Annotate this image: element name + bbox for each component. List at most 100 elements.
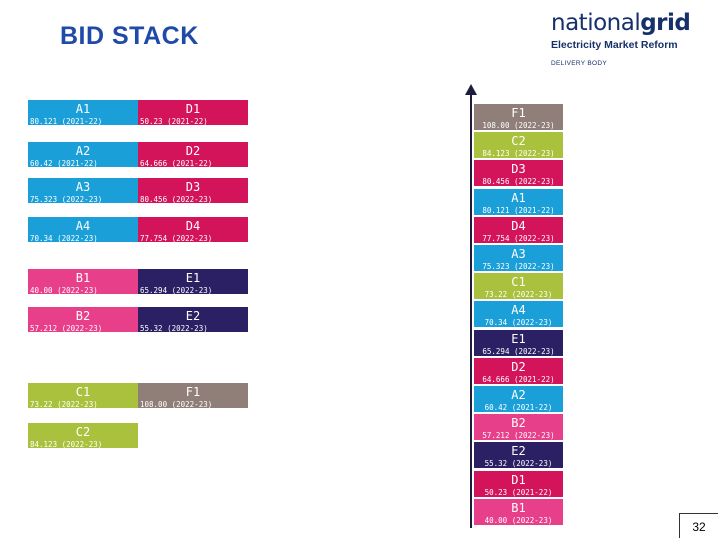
- bid-block-label: A3: [75, 180, 91, 194]
- bid-block-value: 57.212 (2022-23): [30, 324, 103, 333]
- stack-block-label: E2: [511, 444, 526, 459]
- bid-block-label: D3: [185, 180, 201, 194]
- stack-block-label: B2: [511, 416, 526, 431]
- bid-block-value: 80.121 (2021-22): [30, 117, 103, 126]
- stack-block-value: 40.00 (2022-23): [484, 515, 553, 525]
- bid-block-label: A4: [75, 219, 91, 233]
- stack-block-value: 65.294 (2022-23): [482, 346, 555, 356]
- bid-block-d3: D3 80.456 (2022-23): [138, 178, 248, 204]
- stack-block-value: 80.121 (2021-22): [482, 205, 555, 215]
- stack-block-a3: A3 75.323 (2022-23): [474, 245, 563, 271]
- stack-block-f1: F1 108.00 (2022-23): [474, 104, 563, 130]
- page-title: BID STACK: [60, 22, 199, 50]
- stack-block-d4: D4 77.754 (2022-23): [474, 216, 563, 243]
- bid-block-d1: D1 50.23 (2021-22): [138, 100, 248, 126]
- logo-brand-regular: national: [551, 10, 641, 36]
- stack-block-b2: B2 57.212 (2022-23): [474, 414, 563, 441]
- stack-block-d3: D3 80.456 (2022-23): [474, 160, 563, 187]
- bid-block-label: D2: [185, 144, 201, 158]
- stack-block-c1: C1 73.22 (2022-23): [474, 273, 563, 300]
- bid-block-value: 80.456 (2022-23): [140, 195, 213, 204]
- bid-block-value: 70.34 (2022-23): [30, 234, 98, 243]
- stack-block-label: D3: [511, 162, 526, 177]
- stack-block-value: 50.23 (2021-22): [484, 487, 553, 497]
- bid-block-label: A2: [75, 144, 91, 158]
- stack-block-label: A2: [511, 388, 526, 402]
- stack-block-value: 55.32 (2022-23): [484, 459, 553, 469]
- stack-block-label: C2: [511, 134, 526, 149]
- bid-block-label: D1: [185, 102, 201, 116]
- bid-stack-axis: [470, 92, 472, 528]
- bid-block-value: 64.666 (2021-22): [140, 159, 213, 168]
- national-grid-logo: nationalgrid Electricity Market Reform D…: [551, 8, 691, 67]
- stack-block-label: A1: [511, 190, 526, 205]
- stack-block-label: C1: [511, 275, 526, 290]
- stack-block-value: 77.754 (2022-23): [482, 233, 555, 243]
- logo-wordmark: nationalgrid: [551, 8, 691, 38]
- bid-block-d2: D2 64.666 (2021-22): [138, 142, 248, 168]
- bid-block-e1: E1 65.294 (2022-23): [138, 269, 248, 295]
- logo-subtitle: Electricity Market Reform: [551, 39, 678, 51]
- bid-block-value: 40.00 (2022-23): [30, 286, 98, 295]
- bid-block-value: 84.123 (2022-23): [30, 440, 103, 449]
- bid-block-a1: A1 80.121 (2021-22): [28, 100, 138, 126]
- bid-block-a2: A2 60.42 (2021-22): [28, 142, 138, 168]
- stack-block-value: 73.22 (2022-23): [484, 290, 553, 300]
- logo-brand-bold: grid: [640, 10, 691, 36]
- stack-block-label: D4: [511, 218, 526, 233]
- bid-block-f1: F1 108.00 (2022-23): [138, 383, 248, 409]
- stack-block-b1: B1 40.00 (2022-23): [474, 498, 563, 525]
- stack-block-value: 57.212 (2022-23): [482, 431, 555, 441]
- stack-block-d1: D1 50.23 (2021-22): [474, 470, 563, 497]
- bid-block-label: F1: [185, 385, 201, 399]
- bid-block-label: E2: [185, 309, 201, 323]
- bid-block-label: C1: [75, 385, 91, 399]
- bid-block-c1: C1 73.22 (2022-23): [28, 383, 138, 409]
- bid-block-value: 60.42 (2021-22): [30, 159, 98, 168]
- stack-block-e2: E2 55.32 (2022-23): [474, 442, 563, 469]
- bid-block-label: C2: [75, 425, 91, 439]
- bid-block-b2: B2 57.212 (2022-23): [28, 307, 138, 333]
- stack-block-label: B1: [511, 500, 526, 515]
- stack-block-value: 70.34 (2022-23): [484, 318, 553, 328]
- stack-block-a4: A4 70.34 (2022-23): [474, 301, 563, 328]
- bid-block-value: 75.323 (2022-23): [30, 195, 103, 204]
- stack-block-label: E1: [511, 331, 526, 346]
- stack-block-a2: A2 60.42 (2021-22): [474, 386, 563, 412]
- bid-block-b1: B1 40.00 (2022-23): [28, 269, 138, 295]
- stack-block-label: A4: [511, 303, 526, 318]
- stack-block-c2: C2 84.123 (2022-23): [474, 132, 563, 159]
- stack-block-value: 108.00 (2022-23): [482, 121, 555, 130]
- bid-block-value: 65.294 (2022-23): [140, 286, 213, 295]
- bid-block-e2: E2 55.32 (2022-23): [138, 307, 248, 333]
- stack-block-label: D1: [511, 472, 526, 487]
- stack-block-label: F1: [511, 106, 526, 120]
- bid-block-value: 73.22 (2022-23): [30, 400, 98, 409]
- stack-block-value: 75.323 (2022-23): [482, 262, 555, 271]
- page-number: 32: [679, 513, 718, 538]
- bid-block-label: B1: [75, 271, 91, 285]
- stack-block-label: A3: [511, 247, 526, 261]
- stack-block-value: 80.456 (2022-23): [482, 177, 555, 187]
- stack-block-d2: D2 64.666 (2021-22): [474, 357, 563, 384]
- bid-block-value: 77.754 (2022-23): [140, 234, 213, 243]
- stack-block-value: 60.42 (2021-22): [484, 403, 553, 412]
- bid-block-value: 55.32 (2022-23): [140, 324, 208, 333]
- stack-block-label: D2: [511, 359, 526, 374]
- bid-block-c2: C2 84.123 (2022-23): [28, 423, 138, 449]
- bid-block-a3: A3 75.323 (2022-23): [28, 178, 138, 204]
- logo-tagline: DELIVERY BODY: [551, 60, 608, 67]
- stack-block-value: 84.123 (2022-23): [482, 149, 555, 159]
- bid-block-a4: A4 70.34 (2022-23): [28, 217, 138, 243]
- bid-block-label: E1: [185, 271, 201, 285]
- axis-arrow-up-icon: [465, 84, 477, 95]
- bid-block-value: 108.00 (2022-23): [140, 400, 213, 409]
- stack-block-value: 64.666 (2021-22): [482, 374, 555, 384]
- bid-block-label: D4: [185, 219, 201, 233]
- bid-block-label: B2: [75, 309, 91, 323]
- bid-block-label: A1: [75, 102, 91, 116]
- stack-block-a1: A1 80.121 (2021-22): [474, 188, 563, 215]
- bid-block-d4: D4 77.754 (2022-23): [138, 217, 248, 243]
- bid-block-value: 50.23 (2021-22): [140, 117, 208, 126]
- stack-block-e1: E1 65.294 (2022-23): [474, 329, 563, 356]
